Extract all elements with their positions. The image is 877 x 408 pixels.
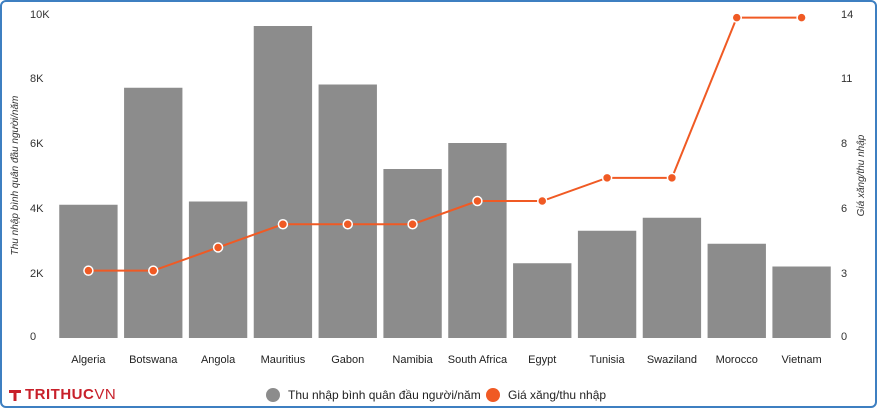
line-point-morocco[interactable] [731, 12, 742, 23]
right-tick-label: 3 [841, 268, 847, 280]
logo-text-suffix: VN [94, 386, 117, 403]
line-point-swaziland[interactable] [666, 172, 678, 184]
bar-namibia[interactable] [383, 169, 442, 338]
line-point-vietnam[interactable] [796, 12, 807, 23]
category-label: Namibia [392, 354, 433, 366]
left-tick-label: 2K [30, 268, 44, 280]
left-tick-label: 0 [30, 331, 36, 343]
right-tick-label: 0 [841, 331, 847, 343]
right-axis-ticks: 0 3 6 8 11 14 [841, 9, 853, 343]
line-point-egypt[interactable] [537, 195, 548, 207]
brand-logo: TRITHUC VN [8, 386, 116, 403]
line-point-angola[interactable] [212, 242, 224, 253]
line-point-mauritius[interactable] [277, 219, 289, 230]
category-label: Egypt [528, 354, 556, 366]
left-tick-label: 8K [30, 73, 44, 85]
bar-tunisia[interactable] [577, 230, 637, 338]
bar-south-africa[interactable] [448, 143, 507, 338]
left-axis-ticks: 0 2K 4K 6K 8K 10K [30, 9, 50, 343]
category-label: Vietnam [782, 354, 822, 366]
category-label: South Africa [448, 354, 508, 366]
category-label: Algeria [71, 354, 106, 366]
right-tick-label: 11 [841, 73, 852, 85]
left-axis-title: Thu nhập bình quân đầu người/năm [9, 96, 21, 256]
left-tick-label: 4K [30, 203, 44, 215]
line-point-tunisia[interactable] [601, 172, 613, 184]
line-series [83, 12, 807, 276]
right-axis-title: Giá xăng/thu nhập [856, 134, 867, 216]
legend-swatch-income[interactable] [266, 388, 280, 402]
bar-angola[interactable] [188, 201, 248, 339]
bar-mauritius[interactable] [253, 26, 313, 338]
category-label: Botswana [129, 354, 178, 366]
legend-label-income[interactable]: Thu nhập bình quân đầu người/năm [288, 388, 481, 402]
right-tick-label: 14 [841, 9, 853, 21]
bar-gabon[interactable] [318, 84, 377, 339]
category-label: Angola [201, 354, 236, 366]
bar-series [59, 26, 831, 338]
bar-swaziland[interactable] [642, 217, 702, 338]
left-tick-label: 6K [30, 138, 44, 150]
fuel-ratio-line [88, 16, 802, 272]
logo-text-main: TRITHUC [25, 386, 95, 403]
legend-swatch-fuel-ratio[interactable] [486, 388, 500, 402]
bar-vietnam[interactable] [772, 266, 831, 339]
line-point-gabon[interactable] [342, 219, 353, 230]
bar-morocco[interactable] [707, 243, 766, 338]
line-point-south-africa[interactable] [472, 195, 483, 207]
legend-label-fuel-ratio[interactable]: Giá xăng/thu nhập [508, 388, 606, 402]
line-point-botswana[interactable] [148, 265, 159, 276]
right-tick-label: 6 [841, 203, 847, 215]
right-tick-label: 8 [841, 138, 847, 150]
line-point-algeria[interactable] [83, 265, 94, 276]
category-label: Tunisia [590, 354, 626, 366]
legend: Thu nhập bình quân đầu người/năm Giá xăn… [266, 388, 606, 402]
category-label: Gabon [331, 354, 364, 366]
logo-mark-icon [9, 389, 21, 401]
bar-botswana[interactable] [124, 87, 183, 338]
category-labels: Algeria Botswana Angola Mauritius Gabon Namib… [71, 354, 821, 366]
category-label: Swaziland [647, 354, 697, 366]
bar-egypt[interactable] [513, 263, 572, 338]
category-label: Morocco [716, 354, 758, 366]
left-tick-label: 10K [30, 9, 50, 21]
line-point-namibia[interactable] [407, 219, 418, 230]
category-label: Mauritius [261, 354, 306, 366]
